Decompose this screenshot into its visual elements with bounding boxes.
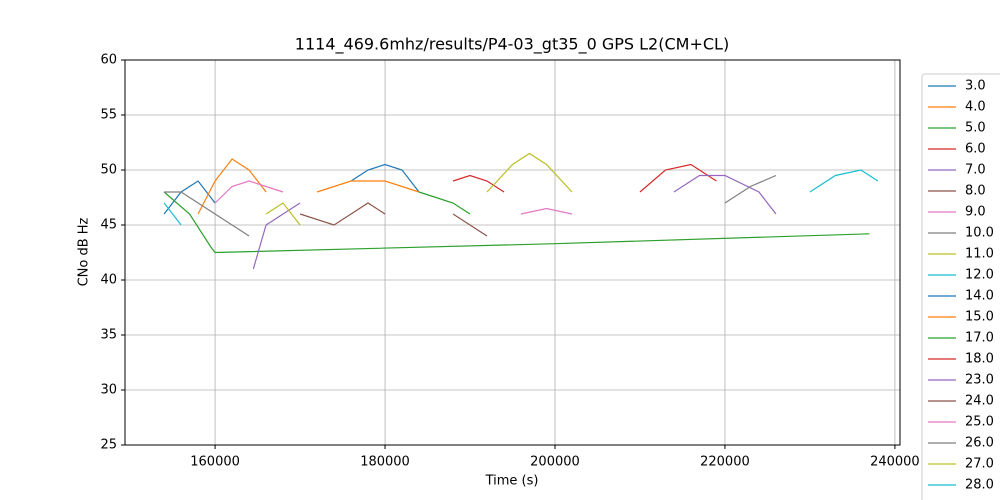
x-axis-label: Time (s) xyxy=(485,474,539,489)
series-line xyxy=(197,158,267,215)
x-tick-label: 220000 xyxy=(700,455,750,470)
y-axis-label: CNo dB Hz xyxy=(77,217,92,286)
legend: 3.0 4.0 5.0 6.0 7.0 8.0 9.0 10.0 11.0 12.0 14.0 15.… xyxy=(921,73,1000,500)
series-line xyxy=(639,163,717,193)
y-tick-label: 30 xyxy=(100,383,117,398)
y-tick-label: 55 xyxy=(100,108,117,123)
legend-label: 6.0 xyxy=(965,142,986,157)
series-line xyxy=(164,191,250,237)
x-tick-label: 200000 xyxy=(530,455,580,470)
legend-label: 26.0 xyxy=(965,436,994,451)
legend-label: 5.0 xyxy=(965,121,986,136)
chart-title: 1114_469.6mhz/results/P4-03_gt35_0 GPS L… xyxy=(295,35,729,55)
legend-label: 28.0 xyxy=(965,478,994,493)
series-line xyxy=(252,202,301,270)
series-line xyxy=(163,191,870,254)
series-line xyxy=(452,213,488,237)
plot-frame xyxy=(124,59,901,446)
series-line xyxy=(673,174,777,215)
series-line xyxy=(486,152,573,193)
y-tick-label: 35 xyxy=(100,328,117,343)
series-line xyxy=(724,174,777,204)
y-tick-label: 45 xyxy=(100,218,117,233)
legend-label: 9.0 xyxy=(965,205,986,220)
legend-label: 14.0 xyxy=(965,289,994,304)
x-tick-label: 160000 xyxy=(190,455,240,470)
legend-label: 25.0 xyxy=(965,415,994,430)
legend-label: 8.0 xyxy=(965,184,986,199)
series-line xyxy=(418,191,471,215)
series-line xyxy=(265,202,301,226)
legend-label: 12.0 xyxy=(965,268,994,283)
series-line xyxy=(214,180,284,204)
y-tick-label: 50 xyxy=(100,163,117,178)
x-tick-label: 240000 xyxy=(870,455,920,470)
legend-label: 4.0 xyxy=(965,100,986,115)
legend-label: 18.0 xyxy=(965,352,994,367)
legend-label: 10.0 xyxy=(965,226,994,241)
legend-label: 17.0 xyxy=(965,331,994,346)
series-line xyxy=(520,207,573,215)
legend-box xyxy=(921,73,1000,500)
series-line xyxy=(316,180,420,193)
series-line xyxy=(452,174,505,193)
series-line xyxy=(350,163,420,193)
y-tick-label: 60 xyxy=(100,53,117,68)
legend-label: 24.0 xyxy=(965,394,994,409)
y-tick-label: 25 xyxy=(100,438,117,453)
legend-label: 7.0 xyxy=(965,163,986,178)
legend-label: 3.0 xyxy=(965,79,986,94)
series-line xyxy=(163,202,182,226)
series-line xyxy=(299,202,386,226)
y-tick-label: 40 xyxy=(100,273,117,288)
legend-label: 27.0 xyxy=(965,457,994,472)
legend-label: 11.0 xyxy=(965,247,994,262)
series-line xyxy=(809,169,879,193)
legend-label: 15.0 xyxy=(965,310,994,325)
series-line xyxy=(163,180,216,215)
legend-label: 23.0 xyxy=(965,373,994,388)
x-tick-label: 180000 xyxy=(360,455,410,470)
